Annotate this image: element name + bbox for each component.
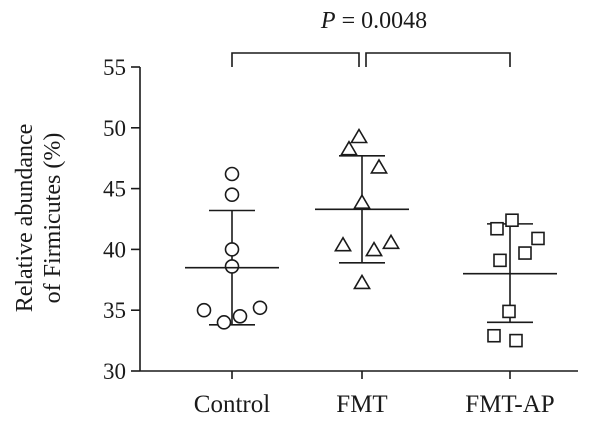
- data-point-triangle: [353, 273, 371, 290]
- data-point-triangle: [382, 233, 400, 250]
- group-fmt-ap: [463, 213, 557, 348]
- significance-bracket: [231, 52, 511, 67]
- y-tick-label: 30: [103, 359, 126, 384]
- y-tick-label: 50: [103, 116, 126, 141]
- group-fmt: [315, 127, 409, 290]
- p-value-text: = 0.0048: [336, 8, 428, 34]
- y-tick-label: 35: [103, 298, 126, 323]
- data-point-square: [490, 221, 504, 236]
- data-point-circle: [224, 242, 240, 257]
- x-category-label: FMT: [336, 391, 387, 418]
- data-point-square: [531, 231, 545, 246]
- p-value-label: P = 0.0048: [320, 8, 427, 34]
- data-point-circle: [224, 166, 240, 182]
- y-tick-label: 45: [103, 177, 126, 202]
- data-point-triangle: [334, 236, 352, 252]
- data-point-triangle: [353, 193, 371, 209]
- y-axis: 30 35 40 45 50 55: [103, 55, 141, 384]
- data-point-triangle: [365, 241, 383, 257]
- data-point-triangle: [340, 140, 358, 156]
- significance-annotation: P = 0.0048: [231, 8, 511, 67]
- data-point-triangle: [350, 127, 368, 144]
- data-point-square: [502, 304, 516, 319]
- data-point-square: [518, 246, 532, 260]
- data-point-square: [505, 213, 519, 228]
- group-control: [185, 166, 279, 330]
- data-point-circle: [224, 259, 240, 274]
- y-axis-title-line-2: of Firmicutes (%): [40, 133, 66, 304]
- data-point-circle: [196, 302, 212, 318]
- y-axis-title-line-1: Relative abundance: [12, 124, 38, 313]
- data-point-circle: [252, 300, 268, 316]
- y-tick-label: 40: [103, 237, 126, 262]
- data-point-circle: [216, 315, 232, 330]
- data-point-circle: [224, 187, 240, 202]
- y-tick-label: 55: [103, 55, 126, 80]
- data-point-square: [493, 253, 507, 268]
- data-point-circle: [232, 308, 248, 324]
- x-axis: Control FMT FMT-AP: [140, 370, 578, 418]
- plot-area: [185, 127, 557, 348]
- data-point-square: [487, 328, 501, 343]
- x-category-label: Control: [194, 391, 270, 418]
- x-category-label: FMT-AP: [465, 391, 554, 418]
- data-point-triangle: [370, 158, 388, 174]
- data-point-square: [509, 333, 523, 348]
- p-symbol: P: [320, 8, 336, 34]
